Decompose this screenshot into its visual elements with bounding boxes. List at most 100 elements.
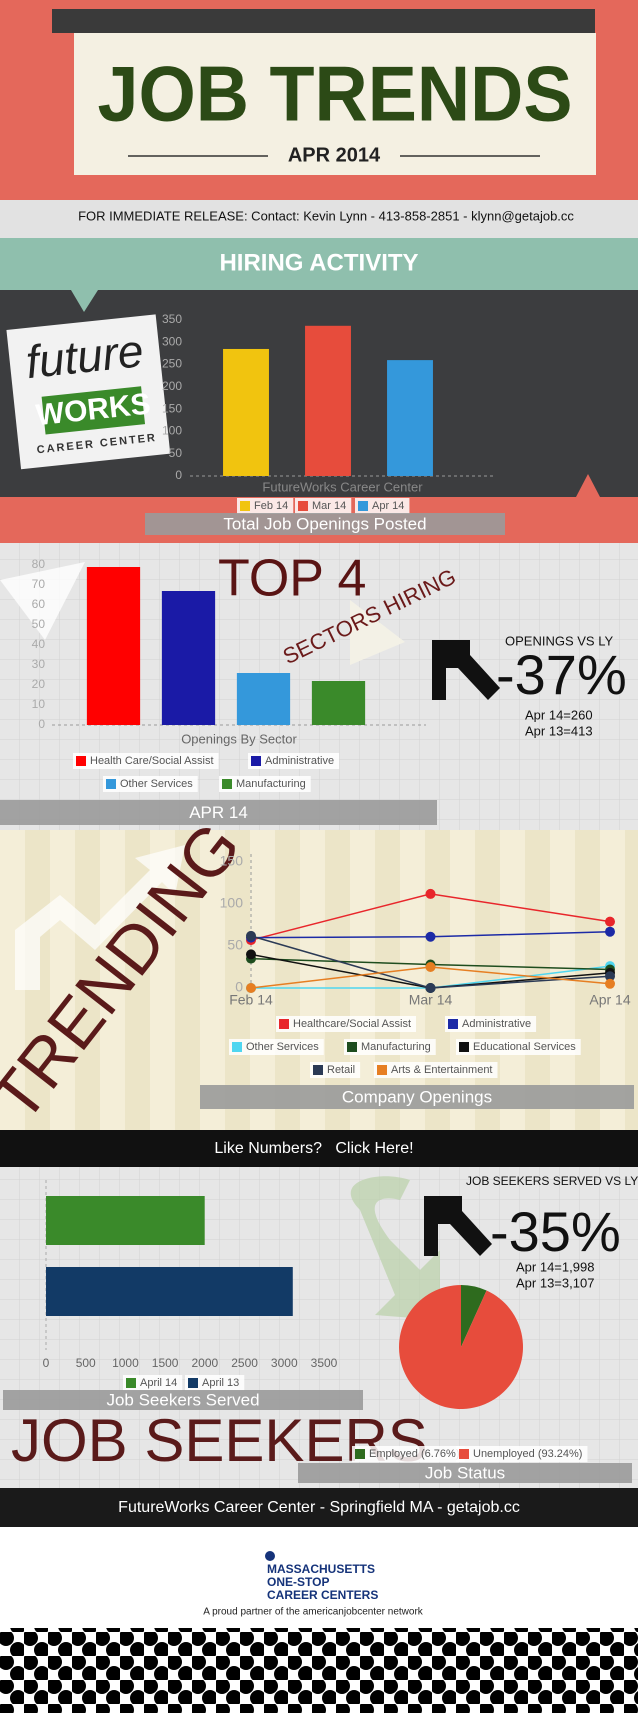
change: -35% [490,1200,621,1263]
y-tick-label: 100 [220,895,244,911]
point [246,983,256,993]
legend-swatch [448,1019,458,1029]
pointer [576,474,600,497]
x-tick-label: Mar 14 [409,992,453,1008]
partner-mark [265,1551,275,1561]
x-tick-label: 3500 [311,1356,338,1370]
caption: APR 14 [189,803,248,822]
bar [161,591,216,725]
x-tick-label: 2500 [231,1356,258,1370]
y-tick-label: 30 [32,657,46,671]
legend-label: Administrative [462,1018,531,1030]
legend-label: Manufacturing [236,778,306,790]
release: FOR IMMEDIATE RELEASE: Contact: Kevin Ly… [78,208,574,223]
legend-label: April 14 [140,1377,177,1389]
section-band [0,238,638,290]
y-tick-label: 250 [162,357,182,371]
caption-bg [298,1463,632,1483]
bar [311,681,366,725]
point [246,930,256,941]
legend-bg [237,498,294,514]
y-tick-label: 70 [32,577,46,591]
legend-swatch [240,501,250,511]
caption: Job Status [425,1463,505,1482]
logo-bar [41,386,146,435]
caption-bg [145,513,505,535]
stat: Apr 14=1,998 [516,1259,594,1274]
legend-swatch [232,1042,242,1052]
legend-bg [219,776,311,792]
legend-swatch [76,756,86,766]
partner-logo: ONE-STOP [267,1575,329,1589]
down-arrow [432,640,500,700]
legend-label: Health Care/Social Assist [90,755,214,767]
legend-swatch [347,1042,357,1052]
title: JOB TRENDS [98,50,573,138]
stat: Apr 13=3,107 [516,1275,594,1290]
x-tick-label: 2000 [192,1356,219,1370]
y-tick-label: 350 [162,312,182,326]
legend-label: Feb 14 [254,500,288,512]
y-tick-label: 150 [220,853,244,869]
y-tick-label: 0 [235,979,243,995]
x-tick-label: 3000 [271,1356,298,1370]
legend-bg [344,1039,436,1055]
down-arrow [424,1196,492,1256]
cta-band [0,1130,638,1167]
pie-slice [398,1285,523,1409]
point [246,949,256,960]
point [605,916,615,927]
stat: Apr 14=260 [525,707,593,722]
partner-logo: CAREER CENTERS [267,1588,378,1602]
bar [236,673,291,725]
y-tick-label: 50 [32,617,46,631]
x-axis-label: Openings By Sector [181,731,297,746]
section-heading: HIRING ACTIVITY [219,249,418,276]
decor [0,562,85,640]
pie-slice [461,1285,487,1347]
legend-bg [352,1446,465,1462]
legend-label: Other Services [120,778,193,790]
legend-label: Educational Services [473,1041,576,1053]
footer-band [0,1488,638,1527]
decor [350,1176,440,1320]
legend-label: April 13 [202,1377,239,1389]
legend-swatch [358,501,368,511]
comparison: JOB SEEKERS SERVED VS LY [466,1174,638,1188]
footer-text: FutureWorks Career Center - Springfield … [118,1499,520,1516]
legend-swatch [106,779,116,789]
legend-bg [185,1375,245,1391]
partner-logo: MASSACHUSETTS [267,1562,375,1576]
bar [86,567,141,725]
dots [0,1628,638,1713]
legend-bg [445,1016,537,1032]
logo-text: future [23,324,145,388]
x-axis-label: FutureWorks Career Center [262,479,423,494]
heading: JOB SEEKERS [11,1407,428,1474]
legend-swatch [377,1065,387,1075]
y-tick-label: 100 [162,424,182,438]
legend-label: Mar 14 [312,500,346,512]
point [425,983,436,993]
caption-bg [0,800,437,825]
y-tick-label: 20 [32,677,46,691]
bar [223,348,269,476]
legend-swatch [298,501,308,511]
legend-bg [248,753,340,769]
x-tick-label: Apr 14 [589,992,630,1008]
y-tick-label: 150 [162,401,182,415]
cta[interactable]: Like Numbers? Click Here! [214,1140,413,1157]
legend-label: Unemployed (93.24%) [473,1448,582,1460]
stat: Apr 13=413 [525,723,593,738]
legend-swatch [222,779,232,789]
legend-bg [295,498,352,514]
y-tick-label: 80 [32,557,46,571]
point [605,971,615,982]
y-tick-label: 50 [169,446,183,460]
caption: Company Openings [342,1087,492,1106]
legend-label: Manufacturing [361,1041,431,1053]
x-tick-label: 1500 [152,1356,179,1370]
y-tick-label: 200 [162,379,182,393]
x-tick-label: 0 [43,1356,50,1370]
legend-label: Apr 14 [372,500,404,512]
